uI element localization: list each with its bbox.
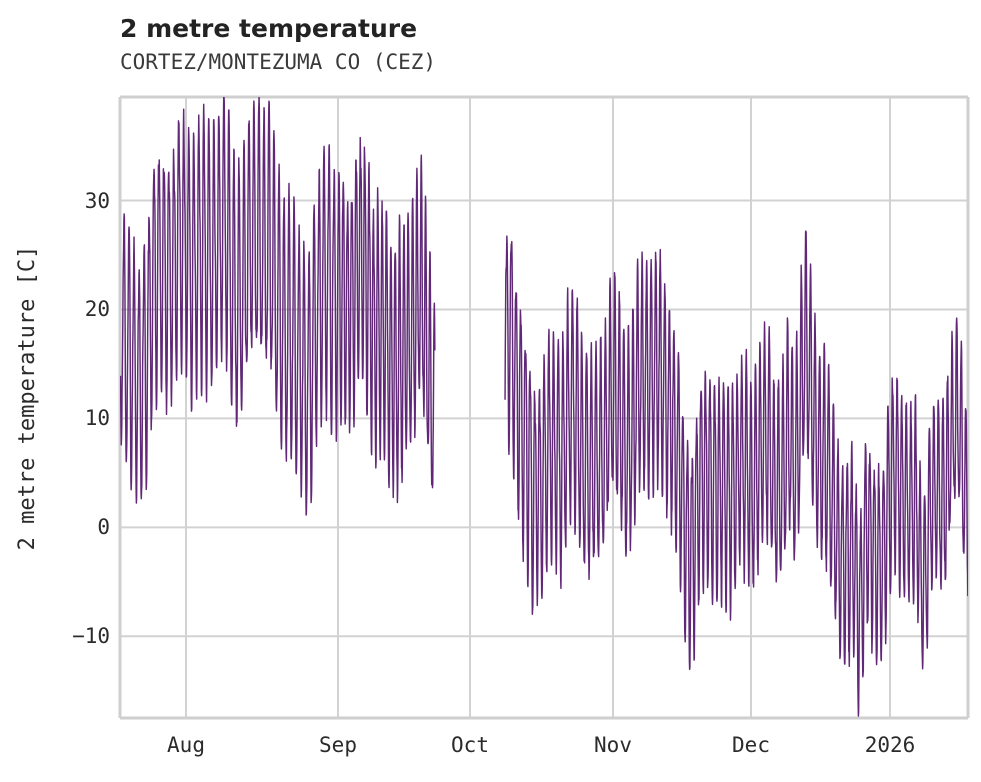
y-tick-label: 20 (84, 297, 110, 322)
x-tick-label: Oct (451, 733, 489, 757)
y-tick-label: 10 (84, 406, 110, 431)
y-tick-label: −10 (72, 624, 110, 649)
temperature-line-segment (504, 230, 968, 717)
x-tick-label: 2026 (864, 733, 916, 757)
series-clip-group (120, 97, 968, 717)
chart-title: 2 metre temperature (120, 14, 418, 43)
y-axis-ticks: 30 20 10 0 −10 (32, 0, 110, 782)
x-tick-label: Dec (732, 733, 770, 757)
y-tick-label: 30 (84, 188, 110, 213)
x-tick-label: Aug (167, 733, 205, 757)
temperature-line-segment (120, 97, 436, 516)
x-tick-label: Sep (319, 733, 357, 757)
chart-subtitle: CORTEZ/MONTEZUMA CO (CEZ) (120, 50, 437, 74)
x-tick-label: Nov (594, 733, 632, 757)
axis-frame (118, 95, 970, 720)
y-tick-label: 0 (97, 515, 110, 540)
temperature-series (120, 97, 968, 717)
